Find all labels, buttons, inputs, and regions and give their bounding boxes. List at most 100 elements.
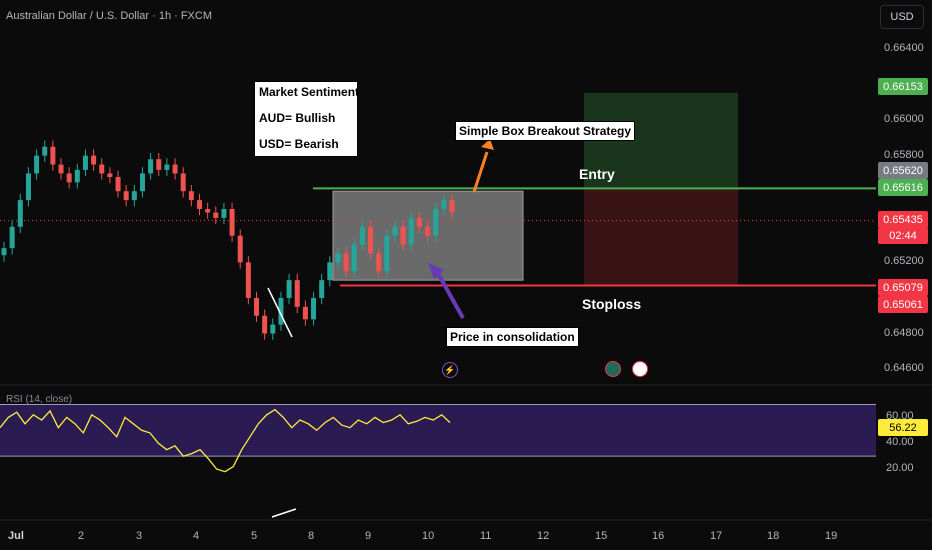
entry-price-tag: 0.65616 bbox=[878, 179, 928, 196]
candle bbox=[286, 280, 292, 298]
time-axis-tick: 12 bbox=[537, 530, 550, 542]
candle bbox=[91, 155, 97, 165]
rsi-line bbox=[0, 408, 451, 473]
candle bbox=[229, 209, 235, 236]
time-axis-tick: 4 bbox=[193, 530, 200, 542]
time-axis-tick: 19 bbox=[825, 530, 838, 542]
usd-flag-icon[interactable] bbox=[632, 361, 648, 377]
lightning-icon[interactable]: ⚡ bbox=[442, 362, 458, 378]
candle bbox=[180, 173, 186, 192]
candle bbox=[34, 155, 40, 174]
candle bbox=[433, 209, 439, 236]
rsi-axis-tick: 20.00 bbox=[886, 462, 914, 475]
candle bbox=[262, 315, 268, 334]
time-axis-tick: 3 bbox=[136, 530, 143, 542]
target-price-tag: 0.66153 bbox=[878, 78, 928, 95]
candle bbox=[416, 217, 422, 227]
consolidation-arrow bbox=[434, 269, 465, 319]
rsi-label: RSI (14, close) bbox=[6, 394, 73, 405]
time-axis-tick: 10 bbox=[422, 530, 435, 542]
candle bbox=[99, 164, 105, 174]
candle bbox=[270, 324, 276, 334]
candle bbox=[302, 306, 308, 320]
candle bbox=[213, 212, 219, 218]
time-axis-tick: Jul bbox=[8, 530, 24, 542]
candle bbox=[327, 262, 333, 281]
candle bbox=[237, 235, 243, 263]
candle bbox=[254, 297, 260, 316]
time-axis-tick: 18 bbox=[767, 530, 780, 542]
candle bbox=[400, 226, 406, 245]
time-axis-tick: 9 bbox=[365, 530, 372, 542]
candle bbox=[205, 209, 211, 213]
time-axis-tick: 15 bbox=[595, 530, 608, 542]
candle bbox=[156, 159, 162, 170]
candle bbox=[278, 297, 284, 325]
candle bbox=[343, 253, 349, 272]
consolidation-arrow-head bbox=[428, 263, 444, 279]
candle bbox=[359, 226, 365, 245]
currency-button[interactable]: USD bbox=[880, 5, 924, 29]
rsi-axis-tick: 40.00 bbox=[886, 436, 914, 449]
candle bbox=[384, 235, 390, 272]
aud-sentiment: AUD= Bullish bbox=[259, 111, 336, 125]
candle bbox=[82, 155, 88, 170]
upper-price-tag: 0.65620 bbox=[878, 162, 928, 179]
candle bbox=[311, 297, 317, 320]
candle bbox=[196, 200, 202, 209]
candle bbox=[335, 253, 341, 263]
candle bbox=[74, 169, 80, 183]
stoploss-label: Stoploss bbox=[582, 296, 642, 312]
stoploss-price-tag: 0.65079 bbox=[878, 279, 928, 296]
candle bbox=[392, 226, 398, 236]
candle bbox=[221, 209, 227, 218]
price-axis-tick: 0.66000 bbox=[884, 113, 924, 126]
candle bbox=[441, 200, 447, 209]
current-price-tag: 0.65435 bbox=[878, 211, 928, 228]
time-axis-tick: 2 bbox=[78, 530, 85, 542]
aud-flag-icon[interactable] bbox=[605, 361, 621, 377]
candle bbox=[107, 173, 113, 177]
breakout-arrow bbox=[472, 151, 489, 193]
candle bbox=[319, 280, 325, 298]
rsi-trend-line bbox=[271, 508, 297, 518]
candle bbox=[123, 191, 129, 201]
candle bbox=[17, 200, 23, 227]
price-axis-tick: 0.65800 bbox=[884, 148, 924, 161]
entry-label: Entry bbox=[579, 166, 615, 182]
candle bbox=[42, 146, 48, 156]
candle bbox=[408, 217, 414, 245]
candle bbox=[131, 191, 137, 201]
candle bbox=[139, 173, 145, 192]
candle bbox=[351, 244, 357, 272]
time-axis-tick: 17 bbox=[710, 530, 723, 542]
candle bbox=[376, 253, 382, 272]
candle bbox=[425, 226, 431, 236]
usd-sentiment: USD= Bearish bbox=[259, 137, 339, 151]
time-axis-tick: 5 bbox=[251, 530, 258, 542]
rsi-band bbox=[0, 404, 876, 457]
price-axis-tick: 0.66400 bbox=[884, 41, 924, 54]
breakout-arrow-head bbox=[481, 139, 494, 150]
candle bbox=[1, 248, 7, 256]
time-axis-tick: 11 bbox=[480, 530, 492, 542]
market-sentiment-title: Market Sentiment bbox=[259, 85, 360, 99]
candle bbox=[58, 164, 64, 174]
candle bbox=[115, 176, 121, 192]
candle bbox=[50, 146, 56, 165]
trend-line bbox=[267, 287, 293, 338]
candle bbox=[188, 191, 194, 201]
candle bbox=[294, 280, 300, 307]
price-axis-tick: 0.64600 bbox=[884, 362, 924, 375]
strategy-note: Simple Box Breakout Strategy bbox=[455, 121, 636, 141]
candle bbox=[245, 262, 251, 298]
candle bbox=[172, 164, 178, 174]
candle bbox=[25, 173, 31, 201]
loss-zone bbox=[584, 188, 738, 286]
price-axis-tick: 0.64800 bbox=[884, 326, 924, 339]
candle bbox=[9, 226, 15, 249]
consolidation-note: Price in consolidation bbox=[446, 327, 579, 347]
candle bbox=[66, 173, 72, 183]
candle bbox=[148, 159, 154, 174]
